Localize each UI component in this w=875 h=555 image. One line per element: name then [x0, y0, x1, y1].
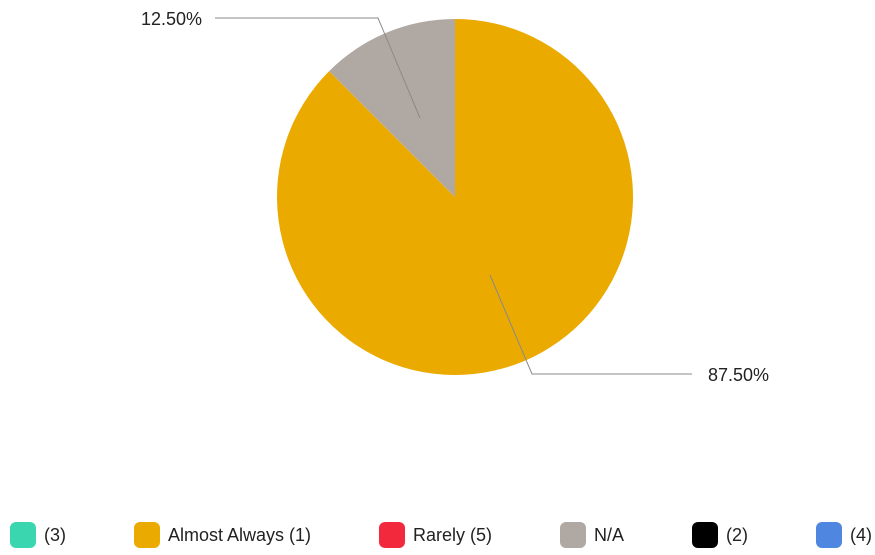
legend-label: (2) [726, 524, 749, 545]
data-label-0: 87.50% [708, 365, 769, 385]
legend-label: N/A [594, 524, 625, 545]
legend: (3) Almost Always (1) Rarely (5) N/A (2) (4) [10, 520, 872, 550]
legend-label: Rarely (5) [413, 524, 493, 545]
legend-item[interactable]: Rarely (5) [379, 522, 492, 548]
legend-swatch [816, 522, 842, 548]
legend-item[interactable]: N/A [560, 522, 624, 548]
legend-swatch [379, 522, 406, 548]
leader-lines [215, 17, 692, 375]
legend-swatch [560, 522, 587, 548]
data-labels: 87.50% 12.50% [141, 9, 769, 385]
leader-line-1 [215, 17, 421, 119]
legend-item[interactable]: (2) [692, 522, 748, 548]
pie-slices [276, 19, 633, 375]
legend-label: Almost Always (1) [167, 524, 312, 545]
legend-item[interactable]: (4) [816, 522, 872, 548]
pie-slice-0 [276, 19, 633, 375]
legend-item[interactable]: (3) [10, 522, 66, 548]
legend-label: (4) [850, 524, 872, 545]
legend-swatch [133, 522, 160, 548]
legend-label: (3) [44, 524, 66, 545]
pie-chart: 87.50% 12.50% [141, 9, 769, 385]
pie-slice-1 [329, 19, 455, 197]
legend-item[interactable]: Almost Always (1) [133, 522, 312, 548]
leader-line-0 [489, 274, 692, 375]
legend-swatch [692, 522, 719, 548]
data-label-1: 12.50% [141, 9, 202, 29]
legend-swatch [10, 522, 36, 548]
